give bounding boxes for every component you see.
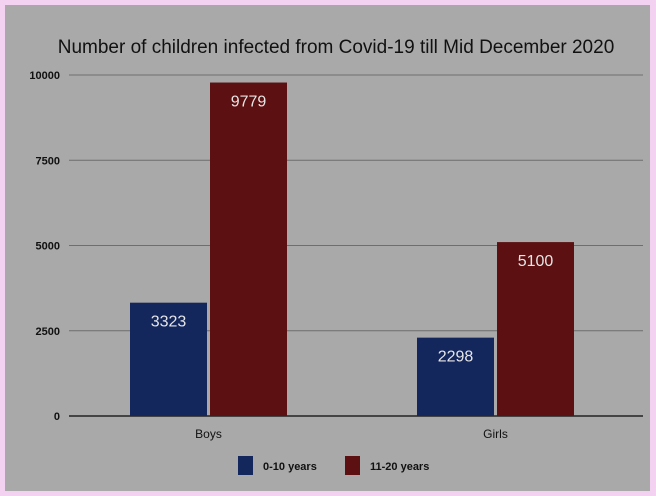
bar-value-label: 2298: [438, 349, 474, 366]
bar-girls-0-10-years: [417, 337, 494, 416]
y-tick-label: 10000: [29, 70, 60, 82]
y-tick-label: 7500: [36, 155, 60, 167]
chart-panel: Number of children infected from Covid-1…: [5, 5, 650, 491]
legend: 0-10 years 11-20 years: [238, 456, 429, 475]
bar-value-label: 3323: [151, 314, 187, 331]
bar-boys-0-10-years: [130, 302, 207, 416]
legend-swatch: [345, 456, 360, 475]
bar-boys-11-20-years: [210, 82, 287, 416]
chart-title: Number of children infected from Covid-1…: [58, 37, 615, 58]
bar-value-label: 5100: [518, 253, 554, 270]
bar-chart: Number of children infected from Covid-1…: [29, 37, 643, 475]
legend-swatch: [238, 456, 253, 475]
x-category-label: Girls: [483, 427, 508, 441]
y-tick-label: 0: [54, 411, 60, 423]
y-tick-label: 5000: [36, 241, 60, 253]
y-tick-label: 2500: [36, 326, 60, 338]
legend-label: 0-10 years: [263, 461, 317, 473]
bar-value-label: 9779: [231, 94, 267, 111]
x-category-label: Boys: [195, 427, 222, 441]
legend-label: 11-20 years: [370, 461, 429, 473]
bar-girls-11-20-years: [497, 242, 574, 416]
